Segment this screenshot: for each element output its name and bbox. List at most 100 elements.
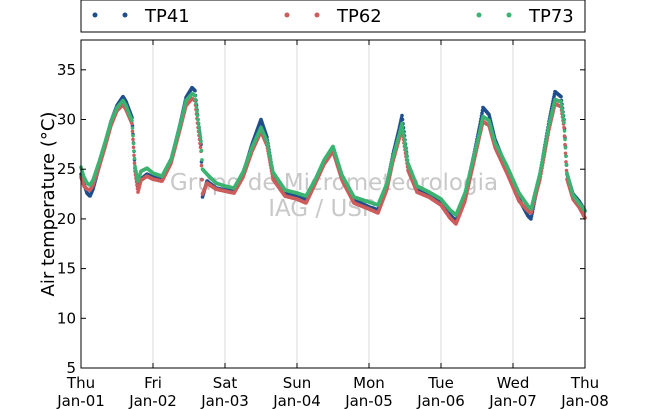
x-tick-label-day: Tue <box>427 374 454 392</box>
data-point <box>545 130 550 135</box>
data-point <box>402 134 406 139</box>
data-point <box>563 142 567 147</box>
x-tick-label-date: Jan-01 <box>56 392 105 409</box>
axis-ticks <box>80 40 586 369</box>
y-tick-label: 30 <box>57 111 76 129</box>
data-point <box>403 141 407 146</box>
data-point <box>543 144 547 148</box>
y-axis-title: Air temperature (°C) <box>38 112 59 297</box>
legend-marker <box>284 12 290 18</box>
data-point <box>562 125 566 130</box>
data-point <box>130 126 135 130</box>
data-point <box>562 129 567 133</box>
data-point <box>564 162 569 167</box>
legend-label: TP62 <box>336 6 382 27</box>
data-point <box>564 160 568 164</box>
data-point <box>405 158 410 162</box>
data-point <box>193 93 197 98</box>
data-point <box>405 154 409 159</box>
data-point <box>400 121 404 126</box>
legend-marker <box>122 12 128 18</box>
data-point <box>193 97 198 102</box>
x-tick-label-date: Jan-05 <box>344 392 393 409</box>
legend-marker <box>506 12 512 18</box>
data-point <box>402 138 407 142</box>
data-point <box>541 152 546 156</box>
data-point <box>197 128 202 133</box>
y-tick-label: 5 <box>66 359 76 377</box>
data-point <box>562 120 566 125</box>
data-point <box>200 158 204 162</box>
data-point <box>132 156 137 161</box>
data-point <box>199 163 204 168</box>
data-point <box>195 109 199 114</box>
data-point <box>199 148 204 153</box>
y-tick-label: 20 <box>57 210 76 228</box>
data-point <box>200 178 204 182</box>
data-point <box>559 103 564 107</box>
data-point <box>131 137 135 142</box>
x-tick-label-day: Thu <box>66 374 95 392</box>
data-point <box>198 135 203 140</box>
data-point <box>131 145 136 150</box>
data-point <box>564 154 568 159</box>
x-tick-label-date: Jan-08 <box>560 392 609 409</box>
data-point <box>544 138 548 143</box>
data-point <box>130 129 135 134</box>
x-tick-label-day: Sat <box>213 374 238 392</box>
data-point <box>542 149 546 154</box>
data-point <box>198 145 203 150</box>
data-point <box>540 157 545 162</box>
x-tick-label-date: Jan-07 <box>488 392 537 409</box>
series-tp73 <box>79 91 587 217</box>
data-point <box>130 118 134 123</box>
data-point <box>546 125 551 129</box>
data-point <box>562 134 567 138</box>
data-point <box>194 105 199 110</box>
legend-label: TP41 <box>144 6 190 27</box>
data-point <box>401 128 405 132</box>
y-tick-label: 15 <box>57 260 76 278</box>
y-tick-labels: 5 10 15 20 25 30 35 <box>57 61 76 377</box>
x-tick-label-day: Wed <box>497 374 530 392</box>
legend-items: TP41 TP62 TP73 <box>92 6 574 27</box>
y-tick-label: 35 <box>57 61 76 79</box>
data-point <box>560 110 565 114</box>
data-point <box>132 153 136 158</box>
data-point <box>193 88 197 93</box>
data-point <box>560 106 564 111</box>
x-tick-label-date: Jan-06 <box>416 392 465 409</box>
data-point <box>197 125 201 129</box>
legend-marker <box>92 12 98 18</box>
data-point <box>559 94 563 99</box>
data-point <box>400 125 405 129</box>
data-point <box>404 151 409 156</box>
data-point <box>400 117 405 122</box>
y-tick-label: 10 <box>57 309 76 327</box>
data-point <box>561 117 566 121</box>
data-point <box>546 128 550 132</box>
legend-box <box>80 0 586 33</box>
data-point <box>131 141 136 146</box>
data-point <box>538 168 543 173</box>
x-tick-label-date: Jan-02 <box>128 392 177 409</box>
data-point <box>542 147 547 151</box>
data-point <box>196 121 201 125</box>
data-point <box>132 161 137 165</box>
data-point <box>401 131 406 136</box>
x-tick-label-date: Jan-03 <box>200 392 249 409</box>
y-tick-label: 25 <box>57 160 76 178</box>
data-point <box>539 163 544 167</box>
x-tick-label-day: Sun <box>283 374 312 392</box>
data-point <box>132 149 136 153</box>
data-point <box>538 171 542 175</box>
data-point <box>198 132 202 136</box>
data-point <box>130 121 134 126</box>
data-point <box>545 133 549 138</box>
data-point <box>561 113 565 118</box>
x-tick-label-date: Jan-04 <box>272 392 321 409</box>
legend: TP41 TP62 TP73 <box>80 0 586 33</box>
x-tick-label-day: Mon <box>353 374 385 392</box>
x-tick-label-day: Fri <box>144 374 162 392</box>
